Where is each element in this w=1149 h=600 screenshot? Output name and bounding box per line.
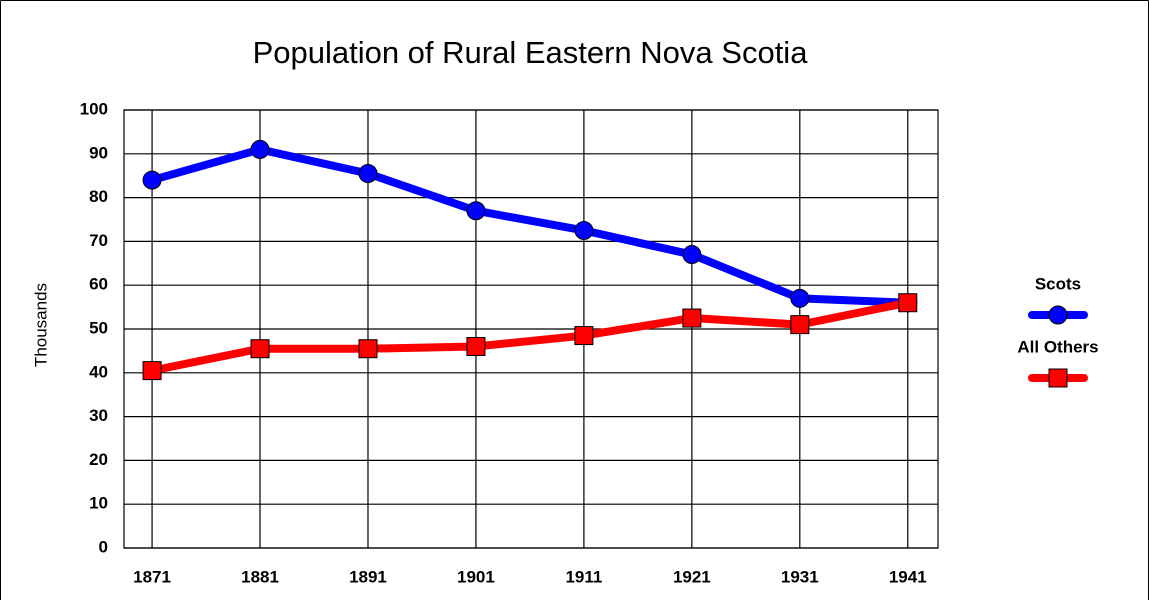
legend-marker <box>1048 368 1068 388</box>
marker <box>250 339 270 359</box>
legend-marker <box>1048 305 1068 325</box>
marker <box>574 220 594 240</box>
marker <box>574 326 594 346</box>
y-tick-label: 90 <box>89 143 108 162</box>
y-tick-label: 40 <box>89 362 108 381</box>
x-tick-label: 1921 <box>673 567 711 586</box>
y-axis-label: Thousands <box>31 283 50 367</box>
y-tick-label: 50 <box>89 318 108 337</box>
y-tick-label: 70 <box>89 231 108 250</box>
x-tick-label: 1901 <box>457 567 495 586</box>
x-tick-label: 1911 <box>565 567 602 586</box>
marker <box>142 361 162 381</box>
marker <box>682 308 702 328</box>
marker <box>898 293 918 313</box>
y-tick-label: 10 <box>89 494 108 513</box>
marker <box>466 201 486 221</box>
series-line <box>150 145 908 307</box>
marker <box>466 337 486 357</box>
y-tick-label: 0 <box>99 537 108 556</box>
x-tick-label: 1931 <box>781 567 819 586</box>
marker <box>250 139 270 159</box>
marker <box>682 245 702 265</box>
x-tick-label: 1941 <box>889 567 927 586</box>
series-line <box>151 298 909 375</box>
marker <box>358 164 378 184</box>
y-tick-label: 60 <box>89 275 108 294</box>
marker <box>142 170 162 190</box>
legend-label: All Others <box>1017 337 1098 356</box>
x-tick-label: 1871 <box>133 567 171 586</box>
y-tick-label: 100 <box>80 99 108 118</box>
x-tick-label: 1891 <box>349 567 387 586</box>
chart-title: Population of Rural Eastern Nova Scotia <box>253 35 809 70</box>
legend-label: Scots <box>1035 274 1081 293</box>
y-tick-label: 80 <box>89 187 108 206</box>
x-tick-label: 1881 <box>241 567 279 586</box>
marker <box>358 339 378 359</box>
y-tick-label: 30 <box>89 406 108 425</box>
marker <box>790 288 810 308</box>
y-tick-label: 20 <box>89 450 108 469</box>
marker <box>790 315 810 335</box>
